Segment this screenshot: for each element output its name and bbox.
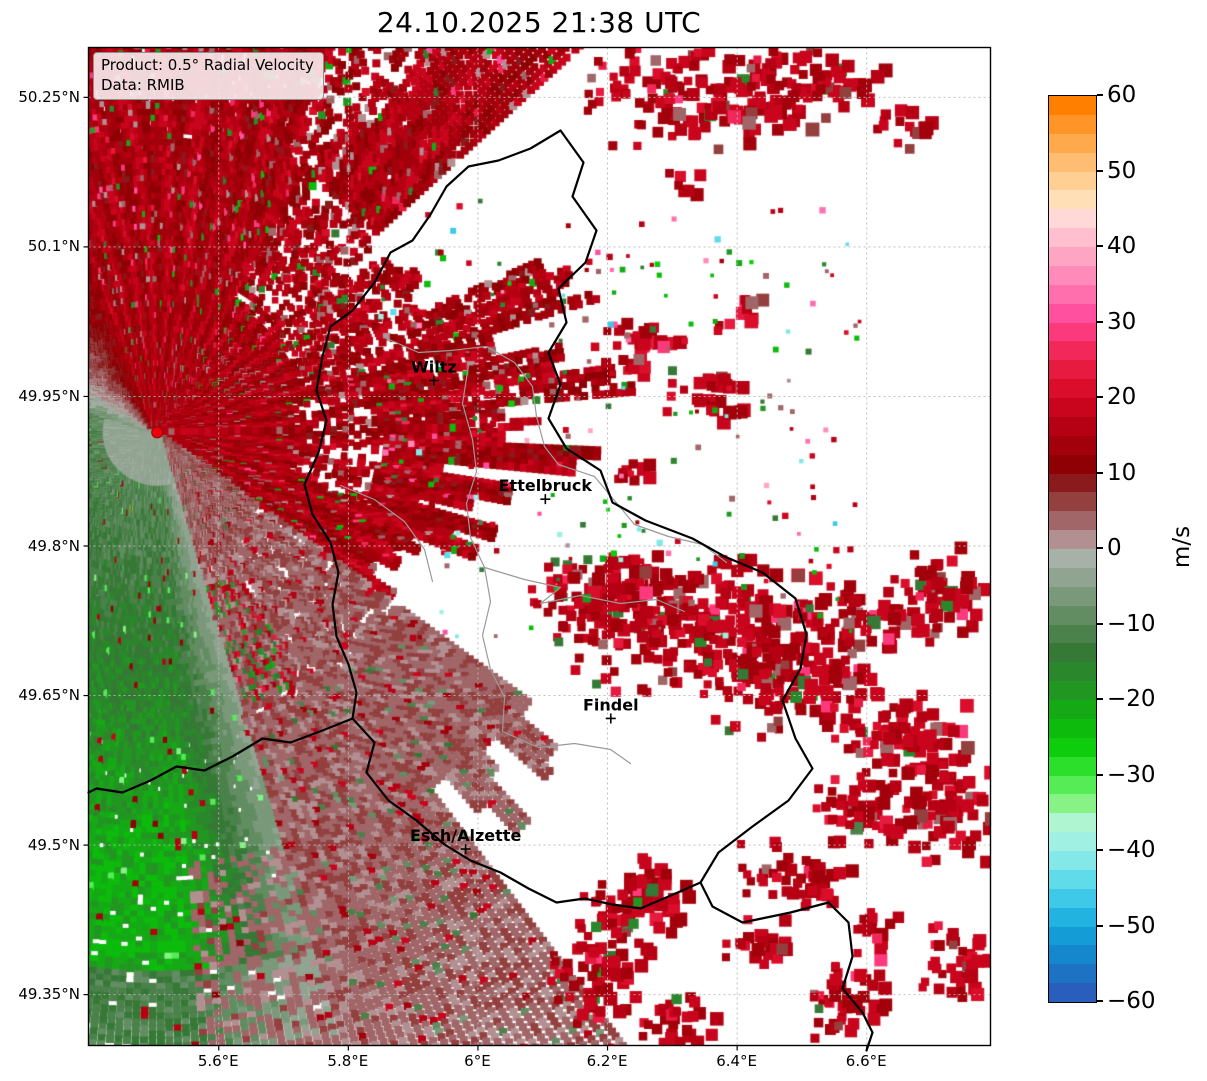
colorbar-tick-label: −10 xyxy=(1107,610,1156,637)
colorbar-band xyxy=(1049,341,1096,361)
colorbar-band xyxy=(1049,114,1096,134)
colorbar-band xyxy=(1049,530,1096,549)
colorbar-tick-label: −30 xyxy=(1107,761,1156,788)
colorbar-band xyxy=(1049,265,1096,285)
colorbar xyxy=(1048,95,1097,1003)
lat-tick-label: 49.8°N xyxy=(27,536,80,555)
colorbar-tick-mark xyxy=(1097,94,1103,96)
colorbar-tick-label: 30 xyxy=(1107,308,1137,335)
colorbar-unit-label: m/s xyxy=(1169,526,1195,568)
colorbar-band xyxy=(1049,832,1096,851)
colorbar-unit-text: m/s xyxy=(1169,525,1195,569)
info-box: Product: 0.5° Radial Velocity Data: RMIB xyxy=(93,52,324,100)
colorbar-band xyxy=(1049,360,1096,380)
colorbar-tick-mark xyxy=(1097,169,1103,172)
colorbar-tick-mark xyxy=(1097,924,1103,927)
lat-tick-label: 49.35°N xyxy=(18,985,80,1004)
lat-tick-label: 49.5°N xyxy=(27,835,80,854)
colorbar-band xyxy=(1049,756,1096,776)
colorbar-tick-label: −60 xyxy=(1107,988,1156,1014)
colorbar-band xyxy=(1049,247,1096,266)
colorbar-band xyxy=(1049,171,1096,191)
colorbar-band xyxy=(1049,737,1096,757)
lon-tick-label: 6°E xyxy=(464,1052,491,1070)
colorbar-band xyxy=(1049,983,1096,1002)
colorbar-tick-mark xyxy=(1097,471,1103,474)
lon-tick-label: 6.6°E xyxy=(845,1052,887,1070)
colorbar-tick-label: 50 xyxy=(1107,157,1137,184)
colorbar-band xyxy=(1049,794,1096,814)
colorbar-band xyxy=(1049,416,1096,436)
colorbar-band xyxy=(1049,718,1096,738)
colorbar-band xyxy=(1049,681,1096,700)
lat-tick-label: 50.25°N xyxy=(18,87,80,106)
colorbar-tick-label: 60 xyxy=(1107,82,1137,108)
colorbar-band xyxy=(1049,813,1096,833)
lat-tick-label: 49.95°N xyxy=(18,386,80,405)
colorbar-band xyxy=(1049,322,1096,342)
lon-tick-label: 5.6°E xyxy=(197,1052,239,1070)
colorbar-band xyxy=(1049,209,1096,229)
colorbar-band xyxy=(1049,133,1096,153)
colorbar-tick-mark xyxy=(1097,245,1103,247)
colorbar-tick-mark xyxy=(1097,547,1103,549)
colorbar-band xyxy=(1049,379,1096,398)
colorbar-band xyxy=(1049,926,1096,946)
colorbar-band xyxy=(1049,662,1096,682)
colorbar-band xyxy=(1049,473,1096,493)
colorbar-band xyxy=(1049,228,1096,247)
product-label: Product: 0.5° Radial Velocity xyxy=(101,56,314,74)
colorbar-tick-mark xyxy=(1097,396,1103,398)
colorbar-band xyxy=(1049,624,1096,644)
colorbar-tick-mark xyxy=(1097,773,1103,776)
colorbar-band xyxy=(1049,511,1096,531)
radar-velocity-field xyxy=(88,47,990,1045)
colorbar-band xyxy=(1049,398,1096,417)
data-source-label: Data: RMIB xyxy=(101,75,185,94)
colorbar-band xyxy=(1049,284,1096,304)
colorbar-band xyxy=(1049,775,1096,795)
colorbar-tick-mark xyxy=(1097,698,1103,700)
colorbar-tick-label: −20 xyxy=(1107,686,1156,712)
lon-tick-label: 6.2°E xyxy=(586,1052,628,1070)
lat-tick-label: 50.1°N xyxy=(27,237,80,256)
lon-tick-label: 6.4°E xyxy=(716,1052,758,1070)
colorbar-band xyxy=(1049,888,1096,908)
colorbar-band xyxy=(1049,190,1096,210)
colorbar-tick-label: −50 xyxy=(1107,912,1156,939)
colorbar-band xyxy=(1049,454,1096,474)
colorbar-tick-label: 40 xyxy=(1107,233,1137,259)
colorbar-band xyxy=(1049,700,1096,719)
colorbar-band xyxy=(1049,549,1096,568)
colorbar-tick-mark xyxy=(1097,320,1103,323)
colorbar-band xyxy=(1049,851,1096,870)
colorbar-tick-mark xyxy=(1097,1000,1103,1002)
colorbar-band xyxy=(1049,303,1096,323)
colorbar-tick-label: 20 xyxy=(1107,384,1137,410)
colorbar-band xyxy=(1049,567,1096,587)
colorbar-band xyxy=(1049,869,1096,889)
lat-tick-label: 49.65°N xyxy=(18,686,80,705)
colorbar-tick-label: 10 xyxy=(1107,459,1137,486)
colorbar-band xyxy=(1049,945,1096,965)
lon-tick-label: 5.8°E xyxy=(327,1052,369,1070)
colorbar-band xyxy=(1049,586,1096,606)
colorbar-band xyxy=(1049,907,1096,927)
colorbar-band xyxy=(1049,964,1096,984)
colorbar-tick-mark xyxy=(1097,849,1103,851)
colorbar-tick-mark xyxy=(1097,622,1103,625)
colorbar-tick-label: 0 xyxy=(1107,535,1122,561)
colorbar-band xyxy=(1049,96,1096,115)
figure-title: 24.10.2025 21:38 UTC xyxy=(376,6,702,39)
map-plot-area: Wiltz Ettelbruck Findel Esch/Alzette Produc… xyxy=(83,46,992,1052)
colorbar-tick-label: −40 xyxy=(1107,837,1156,863)
colorbar-band xyxy=(1049,605,1096,625)
colorbar-band xyxy=(1049,492,1096,512)
colorbar-band xyxy=(1049,152,1096,172)
colorbar-band xyxy=(1049,643,1096,663)
colorbar-band xyxy=(1049,435,1096,455)
